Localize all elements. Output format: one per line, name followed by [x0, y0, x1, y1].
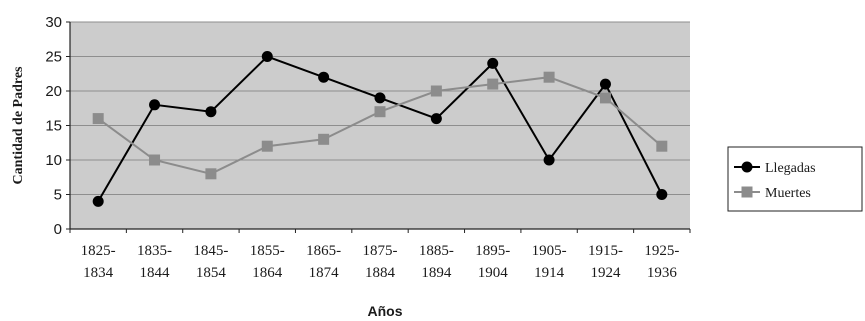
legend-box [727, 146, 863, 212]
point-llegadas-8 [543, 154, 555, 166]
x-tick-label-7: 1895- 1904 [475, 243, 510, 281]
point-llegadas-1 [149, 99, 161, 111]
y-tick-label-5: 5 [54, 187, 62, 204]
y-tick-label-25: 25 [45, 49, 62, 66]
legend-item-llegadas: Llegadas [734, 161, 816, 176]
point-muertes-8 [543, 71, 555, 83]
x-tick-label-line: 1844 [140, 265, 171, 281]
point-llegadas-3 [261, 51, 273, 62]
legend-marker [741, 161, 753, 173]
y-tick-label-10: 10 [45, 152, 62, 169]
x-tick-label-line: 1865- [306, 243, 341, 259]
x-tick-label-line: 1884 [365, 265, 396, 281]
x-tick-label-8: 1905- 1914 [532, 243, 567, 281]
point-muertes-6 [430, 85, 442, 97]
point-muertes-5 [374, 106, 386, 118]
y-tick-label-30: 30 [45, 14, 62, 31]
x-tick-label-4: 1865- 1874 [306, 243, 341, 281]
legend-label: Muertes [765, 186, 811, 201]
point-muertes-0 [92, 113, 104, 125]
x-tick-label-line: 1895- [475, 243, 510, 259]
point-llegadas-7 [487, 57, 499, 69]
point-muertes-10 [656, 140, 668, 152]
y-axis-title: Cantidad de Padres [11, 66, 26, 185]
x-tick-label-line: 1875- [363, 243, 398, 259]
y-tick-label-0: 0 [54, 221, 62, 238]
x-tick-label-line: 1845- [193, 243, 228, 259]
x-tick-label-line: 1914 [534, 265, 565, 281]
x-tick-label-line: 1854 [196, 265, 227, 281]
legend: Llegadas Muertes [727, 146, 863, 212]
point-llegadas-5 [374, 92, 386, 104]
point-muertes-2 [205, 168, 217, 180]
x-tick-label-line: 1894 [421, 265, 452, 281]
x-tick-label-line: 1874 [309, 265, 340, 281]
point-llegadas-2 [205, 106, 217, 118]
x-tick-label-2: 1845- 1854 [193, 243, 228, 281]
x-tick-label-line: 1925- [644, 243, 679, 259]
x-tick-label-9: 1915- 1924 [588, 243, 623, 281]
tick-labels: 0510152025301825-18341835-18441845-18541… [45, 14, 691, 281]
point-llegadas-10 [656, 189, 668, 200]
series [92, 51, 668, 207]
x-tick-label-5: 1875- 1884 [363, 243, 398, 281]
x-tick-label-6: 1885- 1894 [419, 243, 454, 281]
legend-item-muertes: Muertes [734, 186, 811, 201]
x-axis-title: Años [368, 303, 403, 319]
legend-label: Llegadas [765, 161, 816, 176]
x-tick-label-line: 1864 [252, 265, 283, 281]
x-tick-label-line: 1835- [137, 243, 172, 259]
point-llegadas-0 [92, 195, 104, 207]
x-tick-label-line: 1825- [81, 243, 116, 259]
legend-marker [741, 186, 753, 198]
x-tick-label-3: 1855- 1864 [250, 243, 285, 281]
point-muertes-4 [318, 133, 330, 145]
point-llegadas-4 [318, 71, 330, 83]
x-tick-label-line: 1855- [250, 243, 285, 259]
point-muertes-3 [261, 140, 273, 152]
series-llegadas [92, 51, 668, 207]
x-tick-label-line: 1885- [419, 243, 454, 259]
point-llegadas-6 [430, 113, 442, 125]
series-muertes [92, 71, 668, 180]
x-tick-label-0: 1825- 1834 [81, 243, 116, 281]
y-tick-label-20: 20 [45, 83, 62, 100]
x-tick-label-line: 1834 [83, 265, 114, 281]
y-tick-label-15: 15 [45, 118, 62, 135]
x-tick-label-line: 1905- [532, 243, 567, 259]
x-tick-label-line: 1915- [588, 243, 623, 259]
x-tick-label-1: 1835- 1844 [137, 243, 172, 281]
x-tick-label-line: 1904 [478, 265, 509, 281]
x-tick-label-line: 1924 [590, 265, 621, 281]
point-muertes-7 [487, 78, 499, 90]
point-muertes-9 [599, 92, 611, 104]
point-llegadas-9 [599, 78, 611, 90]
point-muertes-1 [149, 154, 161, 166]
x-tick-label-10: 1925- 1936 [644, 243, 679, 281]
x-tick-label-line: 1936 [647, 265, 678, 281]
